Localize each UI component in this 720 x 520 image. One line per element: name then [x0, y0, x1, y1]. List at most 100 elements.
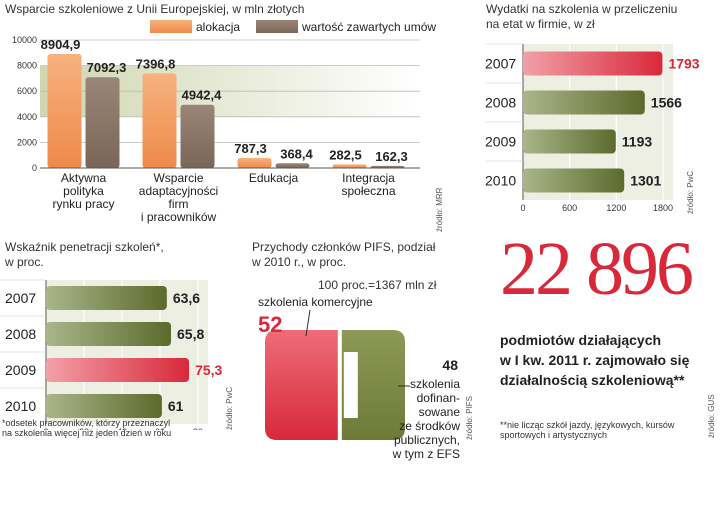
- chart3-title: Wskaźnik penetracji szkoleń*, w proc.: [5, 240, 164, 270]
- chart3-xtick-0: 0: [43, 427, 48, 430]
- chart4-title-line2: w 2010 r., w proc.: [252, 255, 347, 269]
- chart1-legend-swatch-2: [256, 20, 298, 33]
- penetration-chart: 0 20 40 60 80 2007 63,6 2008 65,8 2009 75,3 2010 61 ź…: [0, 279, 234, 430]
- chart2-xtick-3: 1800: [653, 203, 673, 213]
- chart3-category-2: 2009: [5, 362, 36, 378]
- chart3-title-line1: Wskaźnik penetracji szkoleń*,: [5, 240, 164, 254]
- stat-footnote-line2: sportowych i artystycznych: [500, 430, 608, 440]
- chart4-title-line1: Przychody członków PIFS, podział: [252, 240, 436, 254]
- chart2-value-label-3: 1301: [630, 173, 661, 189]
- chart1-legend-swatch-1: [150, 20, 192, 33]
- chart1-bar-umowy-2: [275, 163, 310, 168]
- spending-per-fte-chart: 0 600 1200 1800 2007 1793 2008 1566 2009 1193 2010…: [485, 43, 700, 214]
- chart1-category-label-1-1: adaptacyjności: [139, 184, 218, 198]
- chart3-category-3: 2010: [5, 398, 36, 414]
- stat-text-line2: w I kw. 2011 r. zajmowało się: [500, 352, 690, 368]
- chart1-category-label-3-0: Integracja: [342, 171, 395, 185]
- chart2-title-line1: Wydatki na szkolenia w przeliczeniu: [486, 2, 678, 16]
- chart4-title: Przychody członków PIFS, podział w 2010 …: [252, 240, 435, 270]
- chart1-ytick-5: 10000: [12, 35, 37, 45]
- stat-footnote-line1: **nie licząc szkół jazdy, językowych, ku…: [500, 420, 675, 430]
- chart2-category-2: 2009: [485, 134, 516, 150]
- chart3-bar-3: [46, 394, 162, 418]
- chart1-bar-umowy-0: [85, 77, 120, 168]
- chart1-value-label-0-0: 8904,9: [41, 37, 81, 52]
- chart4-slice-value-0: 52: [258, 312, 282, 337]
- chart2-bar-2: [523, 129, 616, 154]
- chart1-value-label-0-3: 282,5: [329, 147, 362, 162]
- chart1-value-label-1-2: 368,4: [280, 146, 313, 161]
- chart3-bar-1: [46, 322, 172, 346]
- chart2-title-line2: na etat w firmie, w zł: [486, 17, 595, 31]
- chart1-bar-alokacja-3: [332, 164, 367, 168]
- chart1-value-label-1-3: 162,3: [375, 149, 408, 164]
- stat-source-wrap: źródło: GUS: [707, 394, 716, 438]
- chart1-bar-alokacja-2: [237, 157, 272, 168]
- eu-support-chart: 0 2000 4000 6000 8000 10000 alokacja wartość za…: [12, 20, 444, 232]
- chart4-note: 100 proc.=1367 mln zł: [318, 278, 437, 292]
- chart3-footnote: *odsetek pracowników, którzy przeznaczyl…: [2, 418, 171, 438]
- chart1-value-label-0-2: 787,3: [234, 141, 267, 156]
- pifs-revenue-chart: 52 szkolenia komercyjne 48 szkoleniadofinan…: [258, 295, 474, 461]
- chart4-slice-name-1-2: sowane: [419, 405, 461, 419]
- chart1-ytick-1: 2000: [17, 137, 37, 147]
- chart2-category-0: 2007: [485, 56, 516, 72]
- chart1-bar-umowy-1: [180, 104, 215, 168]
- chart4-notch: [343, 352, 358, 418]
- chart2-value-label-2: 1193: [622, 134, 653, 150]
- stat-footnote: **nie licząc szkół jazdy, językowych, ku…: [500, 420, 674, 440]
- chart1-legend-label-1: alokacja: [196, 20, 240, 34]
- chart1-ytick-4: 8000: [17, 61, 37, 71]
- chart1-category-label-1-3: i pracowników: [141, 210, 217, 224]
- chart2-xtick-1: 600: [562, 203, 577, 213]
- chart3-footnote-line1: *odsetek pracowników, którzy przeznaczyl: [2, 418, 171, 428]
- chart2-bar-0: [523, 51, 663, 76]
- stat-number: 22 896: [500, 227, 694, 311]
- stat-text-line3: działalnością szkoleniową**: [500, 372, 685, 388]
- stat-source: źródło: GUS: [707, 394, 716, 438]
- chart3-bar-2: [46, 358, 190, 382]
- chart3-footnote-line2: na szkolenia więcej niż jeden dzień w ro…: [2, 428, 172, 438]
- chart1-category-label-2-0: Edukacja: [249, 171, 299, 185]
- chart1-ytick-3: 6000: [17, 86, 37, 96]
- chart2-value-label-1: 1566: [651, 95, 682, 111]
- chart3-title-line2: w proc.: [5, 255, 44, 269]
- chart4-slice-name-1-1: dofinan-: [417, 391, 460, 405]
- chart2-xtick-0: 0: [520, 203, 525, 213]
- chart3-value-label-2: 75,3: [195, 362, 222, 378]
- chart1-bar-alokacja-0: [47, 54, 82, 168]
- chart2-bar-3: [523, 168, 625, 193]
- chart3-xtick-3: 60: [155, 427, 165, 430]
- chart2-title: Wydatki na szkolenia w przeliczeniu na e…: [486, 2, 677, 32]
- chart4-slice-name-0: szkolenia komercyjne: [258, 295, 373, 309]
- chart4-slice-name-1-3: ze środków: [399, 419, 460, 433]
- chart3-value-label-3: 61: [168, 398, 184, 414]
- chart1-category-label-0-0: Aktywna: [61, 171, 107, 185]
- chart1-ytick-2: 4000: [17, 112, 37, 122]
- chart4-slice-name-1-4: publicznych,: [394, 433, 460, 447]
- chart3-xtick-1: 20: [79, 427, 89, 430]
- chart1-value-label-0-1: 7396,8: [136, 56, 176, 71]
- chart1-source: źródło: MRR: [435, 187, 444, 232]
- stat-text: podmiotów działających w I kw. 2011 r. z…: [500, 330, 689, 390]
- chart3-value-label-1: 65,8: [177, 326, 204, 342]
- chart4-leader-0: [305, 309, 311, 337]
- chart3-category-0: 2007: [5, 290, 36, 306]
- chart4-slice-name-1-0: szkolenia: [410, 377, 460, 391]
- chart3-bar-0: [46, 286, 167, 310]
- chart3-source: źródło: PwC: [225, 387, 234, 430]
- chart1-category-label-3-1: społeczna: [341, 184, 395, 198]
- chart2-value-label-0: 1793: [668, 56, 699, 72]
- chart3-xtick-4: 80: [193, 427, 203, 430]
- chart2-category-3: 2010: [485, 173, 516, 189]
- chart2-source: źródło: PwC: [686, 171, 695, 214]
- chart2-bar-1: [523, 90, 645, 115]
- chart1-bar-alokacja-1: [142, 73, 177, 168]
- chart1-ytick-0: 0: [32, 163, 37, 173]
- chart1-title: Wsparcie szkoleniowe z Unii Europejskiej…: [5, 2, 305, 16]
- chart3-xtick-2: 40: [117, 427, 127, 430]
- chart1-bar-umowy-3: [370, 165, 405, 168]
- chart4-slice-value-1: 48: [442, 357, 458, 373]
- chart1-value-label-1-0: 7092,3: [87, 60, 127, 75]
- chart4-slice-name-1-5: w tym z EFS: [392, 447, 460, 461]
